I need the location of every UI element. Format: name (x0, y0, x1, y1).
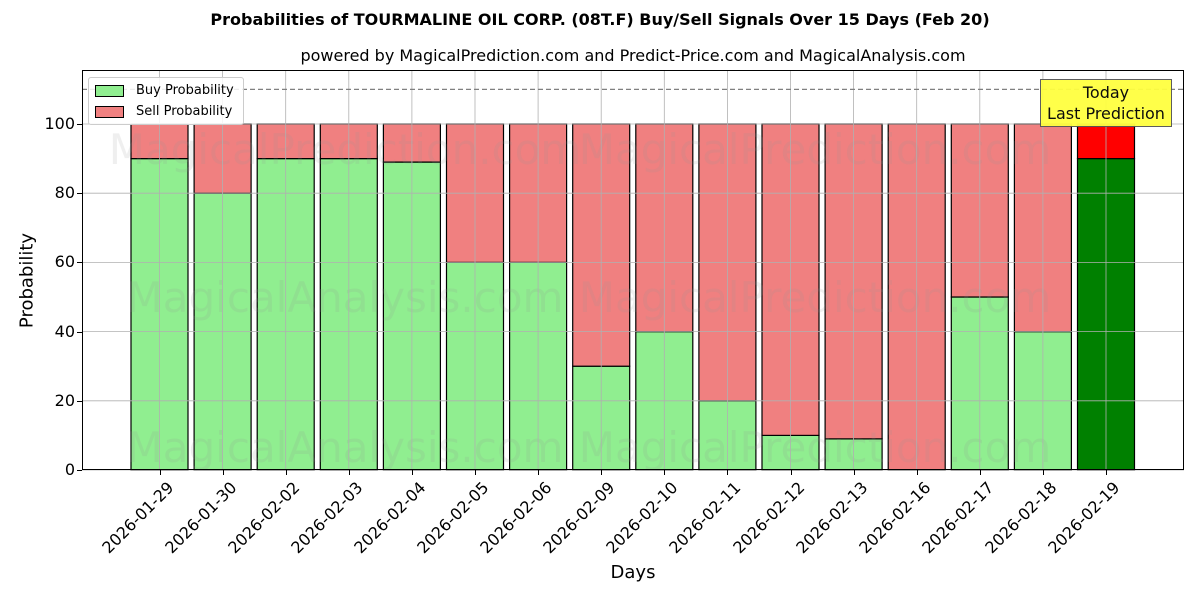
x-tick-mark (159, 470, 161, 475)
watermark: MagicalPrediction.com (579, 273, 1052, 322)
watermark: MagicalPrediction.com (109, 125, 582, 174)
chart-title: Probabilities of TOURMALINE OIL CORP. (0… (210, 10, 990, 29)
chart-subtitle: powered by MagicalPrediction.com and Pre… (300, 46, 966, 65)
watermark: MagicalPrediction.com (579, 125, 1052, 174)
y-tick-label: 20 (54, 390, 75, 410)
y-tick-mark (77, 262, 82, 264)
y-tick-label: 40 (54, 321, 75, 341)
x-tick-mark (538, 470, 540, 475)
x-tick-mark (475, 470, 476, 475)
annotation-line-2: Last Prediction (1047, 104, 1165, 123)
y-tick-label: 60 (54, 252, 75, 272)
legend-item-sell: Sell Probability (95, 104, 232, 119)
x-tick-mark (853, 470, 855, 475)
watermark: MagicalAnalysis.com (127, 273, 564, 322)
x-tick-mark (979, 470, 981, 475)
watermark: MagicalPrediction.com (579, 423, 1052, 472)
plot-frame (82, 70, 1184, 470)
y-tick-mark (77, 470, 82, 471)
x-axis-label: Days (610, 562, 656, 583)
x-tick-mark (285, 470, 287, 475)
y-tick-label: 100 (44, 114, 75, 133)
x-tick-mark (411, 470, 413, 475)
x-tick-mark (664, 470, 666, 475)
x-tick-mark (916, 470, 918, 475)
x-tick-mark (348, 470, 350, 475)
legend-label-buy: Buy Probability (136, 83, 234, 98)
legend-item-buy: Buy Probability (95, 83, 234, 98)
x-tick-mark (601, 470, 603, 475)
y-tick-mark (77, 193, 82, 195)
y-tick-mark (77, 331, 82, 333)
x-tick-mark (222, 470, 224, 475)
legend-label-sell: Sell Probability (136, 104, 233, 119)
y-tick-mark (77, 400, 82, 402)
y-tick-label: 0 (64, 460, 75, 479)
annotation-line-1: Today (1082, 83, 1130, 102)
x-tick-mark (790, 470, 792, 475)
x-tick-mark (727, 470, 729, 475)
y-axis-label: Probability (16, 232, 38, 329)
legend-swatch-sell (95, 105, 124, 118)
legend: Buy Probability Sell Probability (88, 77, 244, 125)
legend-swatch-buy (95, 84, 124, 97)
watermark: MagicalAnalysis.com (127, 423, 564, 472)
today-annotation: Today Last Prediction (1040, 79, 1172, 127)
x-tick-mark (1042, 470, 1044, 475)
x-tick-mark (1106, 470, 1107, 475)
y-tick-label: 80 (54, 183, 75, 203)
y-tick-mark (77, 124, 82, 125)
